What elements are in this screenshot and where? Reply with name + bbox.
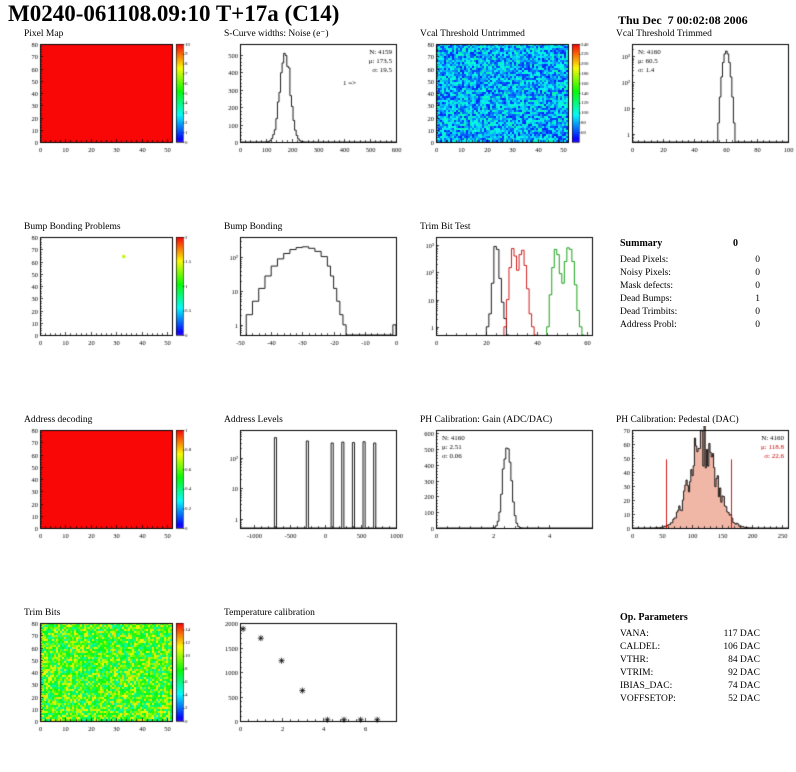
- summary-row-mask-defects: Mask defects: 0: [620, 280, 760, 293]
- op-parameters-panel: Op. Parameters VANA: 117 DAC CALDEL: 106 D…: [620, 612, 770, 706]
- bump-bonding-histogram: [214, 233, 404, 348]
- summary-row-dead-pixels: Dead Pixels: 0: [620, 254, 760, 267]
- chart-title-vcal-untrimmed: Vcal Threshold Untrimmed: [420, 29, 525, 39]
- vcal-untrimmed-heatmap: [410, 40, 600, 155]
- bump-bonding-problems-heatmap: [14, 233, 204, 348]
- panel-address-decoding: Address decoding: [14, 414, 204, 541]
- op-parameters-title: Op. Parameters: [620, 612, 688, 623]
- row-value: 0: [755, 307, 760, 317]
- summary-title: Summary: [620, 238, 663, 249]
- row-value: 0: [755, 255, 760, 265]
- panel-address-levels: Address Levels: [214, 414, 404, 541]
- chart-title-trim-bits: Trim Bits: [24, 608, 61, 618]
- summary-total-value: 0: [733, 238, 738, 249]
- op-row-ibias-dac: IBIAS_DAC: 74 DAC: [620, 680, 760, 693]
- summary-row-noisy-pixels: Noisy Pixels: 0: [620, 267, 760, 280]
- op-row-vthr: VTHR: 84 DAC: [620, 654, 760, 667]
- row-value: 84 DAC: [728, 655, 760, 665]
- row-label: VOFFSETOP:: [620, 694, 676, 704]
- panel-bump-bonding-problems: Bump Bonding Problems: [14, 221, 204, 348]
- row-label: Dead Pixels:: [620, 255, 669, 265]
- op-row-vana: VANA: 117 DAC: [620, 628, 760, 641]
- summary-row-address-problems: Address Probl: 0: [620, 319, 760, 332]
- row-value: 0: [755, 268, 760, 278]
- trim-bit-test-histogram: [410, 233, 600, 348]
- chart-title-temperature-calibration: Temperature calibration: [224, 608, 315, 618]
- summary-row-dead-bumps: Dead Bumps: 1: [620, 293, 760, 306]
- row-label: Dead Trimbits:: [620, 307, 678, 317]
- panel-vcal-untrimmed: Vcal Threshold Untrimmed: [410, 28, 600, 155]
- chart-title-vcal-trimmed: Vcal Threshold Trimmed: [616, 29, 712, 39]
- row-value: 1: [755, 294, 760, 304]
- temperature-calibration-scatter: [214, 619, 404, 734]
- panel-scurve-noise: S-Curve widths: Noise (e⁻): [214, 28, 404, 155]
- row-label: VTHR:: [620, 655, 649, 665]
- panel-pixel-map: Pixel Map: [14, 28, 204, 155]
- panel-bump-bonding: Bump Bonding: [214, 221, 404, 348]
- op-row-vtrim: VTRIM: 92 DAC: [620, 667, 760, 680]
- panel-vcal-trimmed: Vcal Threshold Trimmed: [606, 28, 796, 155]
- chart-title-ph-gain: PH Calibration: Gain (ADC/DAC): [420, 415, 553, 425]
- row-label: VTRIM:: [620, 668, 654, 678]
- panel-trim-bits: Trim Bits: [14, 607, 204, 734]
- row-value: 92 DAC: [728, 668, 760, 678]
- panel-temperature-calibration: Temperature calibration: [214, 607, 404, 734]
- vcal-trimmed-histogram: [606, 40, 796, 155]
- row-value: 74 DAC: [728, 681, 760, 691]
- chart-title-bump-bonding-problems: Bump Bonding Problems: [24, 222, 121, 232]
- row-value: 106 DAC: [723, 642, 760, 652]
- address-levels-histogram: [214, 426, 404, 541]
- summary-panel: Summary 0 Dead Pixels: 0 Noisy Pixels: 0 M…: [620, 238, 770, 332]
- summary-header: Summary 0: [620, 238, 738, 249]
- chart-title-ph-pedestal: PH Calibration: Pedestal (DAC): [616, 415, 739, 425]
- row-value: 117 DAC: [723, 629, 760, 639]
- chart-title-address-decoding: Address decoding: [24, 415, 93, 425]
- panel-trim-bit-test: Trim Bit Test: [410, 221, 600, 348]
- trim-bits-heatmap: [14, 619, 204, 734]
- pixel-map-heatmap: [14, 40, 204, 155]
- row-label: Noisy Pixels:: [620, 268, 671, 278]
- ph-gain-histogram: [410, 426, 600, 541]
- chart-title-pixel-map: Pixel Map: [24, 29, 64, 39]
- op-row-caldel: CALDEL: 106 DAC: [620, 641, 760, 654]
- chart-title-address-levels: Address Levels: [224, 415, 283, 425]
- timestamp: Thu Dec 7 00:02:08 2006: [618, 13, 748, 27]
- address-decoding-heatmap: [14, 426, 204, 541]
- summary-row-dead-trimbits: Dead Trimbits: 0: [620, 306, 760, 319]
- row-label: Dead Bumps:: [620, 294, 672, 304]
- row-label: Address Probl:: [620, 320, 677, 330]
- row-value: 0: [755, 281, 760, 291]
- panel-ph-gain: PH Calibration: Gain (ADC/DAC): [410, 414, 600, 541]
- ph-pedestal-histogram: [606, 426, 796, 541]
- page-title: M0240-061108.09:10 T+17a (C14): [8, 1, 340, 26]
- scurve-noise-histogram: [214, 40, 404, 155]
- row-label: Mask defects:: [620, 281, 674, 291]
- row-label: IBIAS_DAC:: [620, 681, 673, 691]
- row-label: VANA:: [620, 629, 649, 639]
- row-label: CALDEL:: [620, 642, 661, 652]
- chart-title-scurve-noise: S-Curve widths: Noise (e⁻): [224, 29, 329, 39]
- chart-title-trim-bit-test: Trim Bit Test: [420, 222, 471, 232]
- op-row-voffsetop: VOFFSETOP: 52 DAC: [620, 693, 760, 706]
- row-value: 52 DAC: [728, 694, 760, 704]
- panel-ph-pedestal: PH Calibration: Pedestal (DAC): [606, 414, 796, 541]
- row-value: 0: [755, 320, 760, 330]
- chart-title-bump-bonding: Bump Bonding: [224, 222, 283, 232]
